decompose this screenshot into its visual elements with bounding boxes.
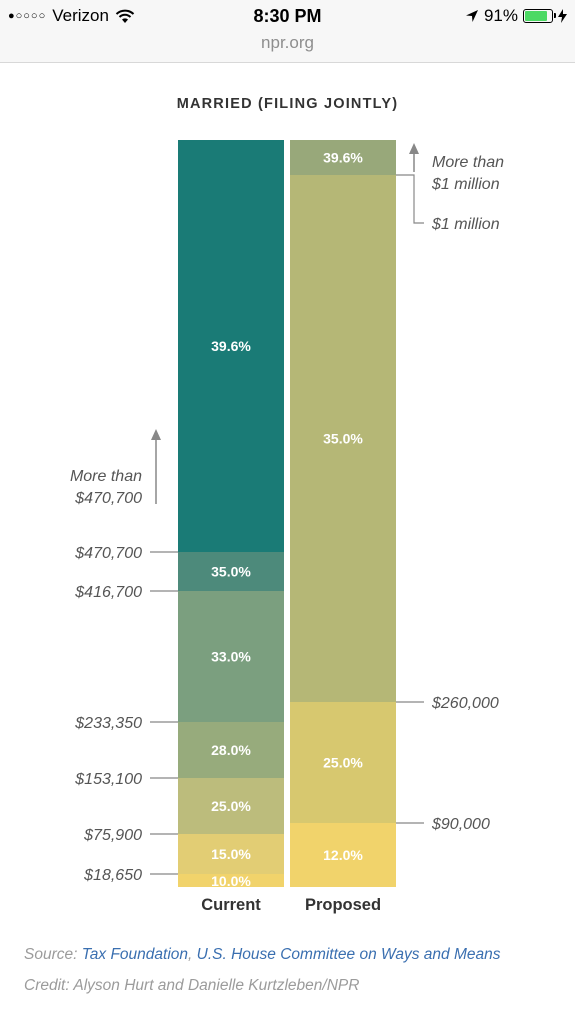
proposed-million-bracket	[396, 174, 424, 224]
proposed-bar-segment-12-0	[290, 823, 396, 887]
proposed-threshold-label: $90,000	[431, 816, 490, 833]
current-threshold-label: $18,650	[83, 867, 142, 884]
location-arrow-icon	[465, 10, 478, 22]
current-bar-segment-28-0	[178, 722, 284, 778]
current-rate-label: 25.0%	[211, 798, 251, 814]
status-bar: ●○○○○ Verizon 8:30 PM 91%	[0, 0, 575, 32]
battery-fill	[525, 11, 547, 21]
url-text[interactable]: npr.org	[261, 33, 314, 52]
current-rate-label: 28.0%	[211, 742, 251, 758]
current-bar-segment-35-0	[178, 552, 284, 591]
current-bar-segment-39-6	[178, 140, 284, 552]
source-prefix: Source:	[24, 946, 82, 963]
current-rate-label: 15.0%	[211, 846, 251, 862]
source-separator: ,	[188, 946, 197, 963]
current-threshold-label: $75,900	[83, 827, 142, 844]
proposed-top-arrow-head	[409, 143, 419, 154]
proposed-top-note: More than	[432, 154, 504, 171]
current-threshold-label: $153,100	[74, 771, 142, 788]
chart-title: MARRIED (FILING JOINTLY)	[176, 96, 399, 112]
proposed-rate-label: 39.6%	[323, 150, 363, 166]
current-bar-segment-25-0	[178, 778, 284, 834]
source-link-tax-foundation[interactable]: Tax Foundation	[81, 946, 189, 963]
current-threshold-label: $233,350	[74, 715, 142, 732]
credit-line: Credit: Alyson Hurt and Danielle Kurtzle…	[24, 977, 360, 994]
current-bar-name: Current	[201, 896, 261, 914]
proposed-rate-label: 35.0%	[323, 431, 363, 447]
clock: 8:30 PM	[253, 6, 322, 26]
current-top-arrow-head	[151, 429, 161, 440]
current-rate-label: 33.0%	[211, 649, 251, 665]
current-top-note: $470,700	[74, 490, 142, 507]
proposed-rate-label: 12.0%	[323, 847, 363, 863]
carrier-name: Verizon	[52, 6, 109, 25]
proposed-bar-segment-39-6	[290, 140, 396, 175]
current-threshold-label: $470,700	[74, 545, 142, 562]
charging-bolt-icon	[558, 9, 567, 23]
carrier-group: ●○○○○ Verizon	[8, 6, 135, 26]
current-threshold-label: $416,700	[74, 584, 142, 601]
current-bar-segment-10-0	[178, 874, 284, 887]
signal-strength-icon: ●○○○○	[8, 10, 47, 22]
current-top-note: More than	[70, 468, 142, 485]
address-bar[interactable]: npr.org	[0, 32, 575, 63]
proposed-bar-name: Proposed	[305, 896, 381, 914]
source-line: Source: Tax Foundation, U.S. House Commi…	[24, 946, 500, 964]
proposed-rate-label: 25.0%	[323, 755, 363, 771]
battery-percent: 91%	[483, 6, 518, 25]
current-bar-segment-33-0	[178, 591, 284, 722]
current-rate-label: 35.0%	[211, 564, 251, 580]
proposed-threshold-label: $260,000	[431, 695, 499, 712]
battery-icon	[523, 9, 556, 23]
battery-group: 91%	[465, 6, 567, 26]
proposed-bar-segment-25-0	[290, 702, 396, 823]
proposed-bar-segment-35-0	[290, 175, 396, 702]
wifi-icon	[115, 9, 135, 23]
proposed-threshold-label: $1 million	[431, 216, 500, 233]
proposed-top-note: $1 million	[431, 176, 500, 193]
current-rate-label: 39.6%	[211, 338, 251, 354]
current-rate-label: 10.0%	[211, 873, 251, 889]
current-bar-segment-15-0	[178, 834, 284, 874]
source-link-house-committee[interactable]: U.S. House Committee on Ways and Means	[196, 946, 501, 963]
